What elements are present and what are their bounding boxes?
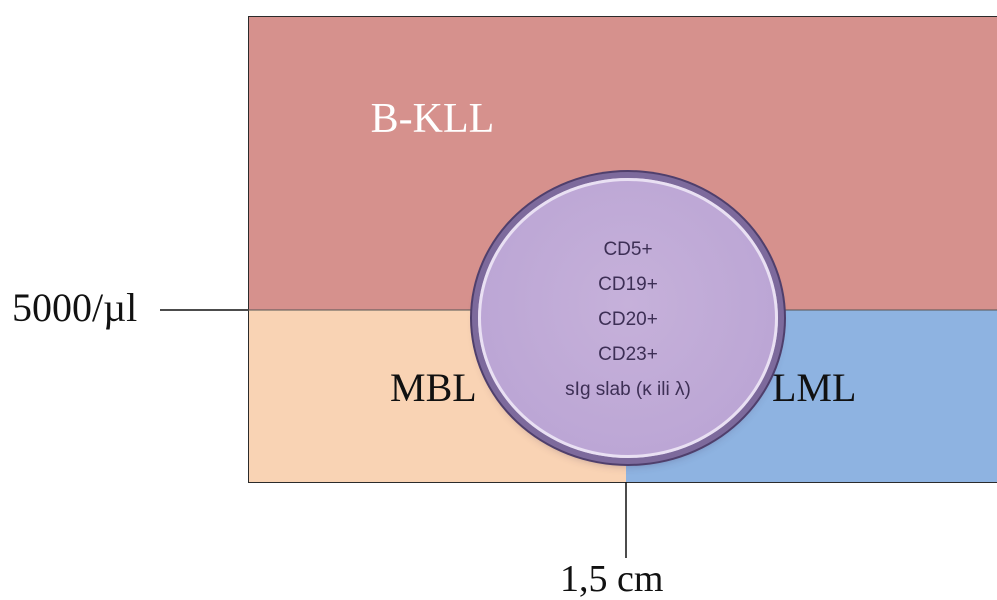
marker-list: CD5+ CD19+ CD20+ CD23+ sIg slab (κ ili λ… xyxy=(478,232,778,407)
lml-label: LML xyxy=(772,365,857,410)
marker-item: CD20+ xyxy=(598,309,658,330)
lymphocyte-threshold-label: 5000/µl xyxy=(12,285,138,330)
lymph-node-threshold-label: 1,5 cm xyxy=(560,558,664,600)
marker-item: CD5+ xyxy=(603,239,653,260)
marker-item: CD19+ xyxy=(598,274,658,295)
marker-item: CD23+ xyxy=(598,344,658,365)
b-kll-label: B-KLL xyxy=(370,96,495,142)
marker-item: sIg slab (κ ili λ) xyxy=(565,379,691,400)
mbl-label: MBL xyxy=(390,365,477,410)
immunophenotype-circle xyxy=(478,178,778,458)
